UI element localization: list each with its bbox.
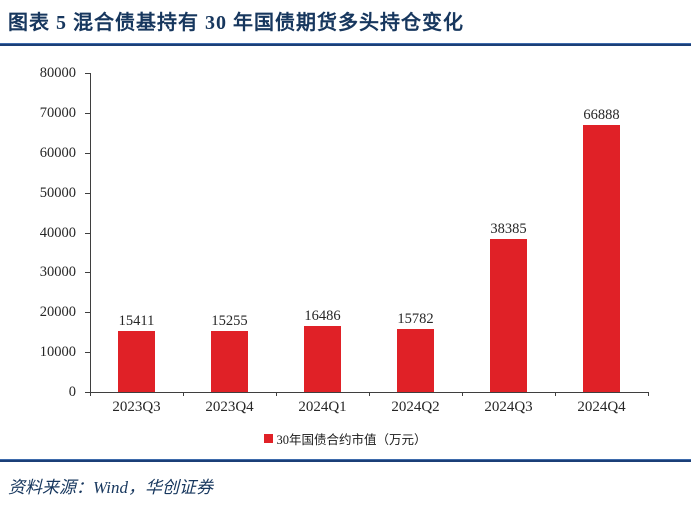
x-axis-category-label: 2024Q4 <box>577 399 626 415</box>
source-note: 资料来源：Wind，华创证券 <box>8 478 213 497</box>
y-axis-tick <box>85 232 90 234</box>
y-axis-tick-label: 80000 <box>39 65 76 81</box>
bar <box>583 125 620 392</box>
bar <box>118 330 155 392</box>
x-axis-category-label: 2023Q3 <box>112 399 161 415</box>
y-axis-tick-label: 40000 <box>39 224 76 241</box>
chart-legend: 30年国债合约市值（万元） <box>0 429 691 448</box>
bar-value-label: 38385 <box>490 220 527 237</box>
bottom-rule-divider <box>0 459 691 462</box>
bar <box>304 326 341 392</box>
x-axis-tick <box>555 392 556 396</box>
y-axis-tick <box>85 112 90 114</box>
x-axis-tick <box>183 392 184 396</box>
y-axis-tick-label: 70000 <box>39 104 76 121</box>
bar-value-label: 15782 <box>397 311 434 328</box>
y-axis-tick-label: 10000 <box>39 344 76 361</box>
x-axis-category-label: 2024Q2 <box>391 399 440 415</box>
y-axis-tick <box>85 272 90 274</box>
x-axis-tick <box>462 392 463 396</box>
y-axis-tick <box>85 392 90 393</box>
legend-swatch <box>264 434 274 443</box>
bar-value-label: 15255 <box>211 313 248 330</box>
y-axis-tick-label: 0 <box>68 384 76 400</box>
x-axis-tick <box>90 392 91 396</box>
y-axis-tick <box>85 192 90 194</box>
page-title: 图表 5 混合债基持有 30 年国债期货多头持仓变化 <box>8 12 464 34</box>
y-axis-tick-label: 20000 <box>39 304 76 321</box>
y-axis-tick <box>85 152 90 154</box>
bar-value-label: 66888 <box>583 107 620 124</box>
bar <box>211 331 248 392</box>
y-axis-tick-label: 30000 <box>39 264 76 281</box>
bar-value-label: 16486 <box>304 308 341 325</box>
x-axis-tick <box>648 392 649 396</box>
x-axis-tick <box>276 392 277 396</box>
y-axis-tick <box>85 73 90 74</box>
y-axis-tick-label: 50000 <box>39 184 76 201</box>
bar <box>397 329 434 392</box>
legend-label: 30年国债合约市值（万元） <box>276 433 427 447</box>
bar-value-label: 15411 <box>118 312 155 329</box>
y-axis-tick <box>85 312 90 314</box>
x-axis-category-label: 2024Q3 <box>484 399 533 415</box>
x-axis-tick <box>369 392 370 396</box>
x-axis-category-label: 2024Q1 <box>298 399 347 415</box>
x-axis-category-label: 2023Q4 <box>205 399 254 415</box>
y-axis-tick <box>85 352 90 354</box>
top-rule-divider <box>0 43 691 46</box>
bar <box>490 238 527 392</box>
y-axis-tick-label: 60000 <box>39 144 76 161</box>
